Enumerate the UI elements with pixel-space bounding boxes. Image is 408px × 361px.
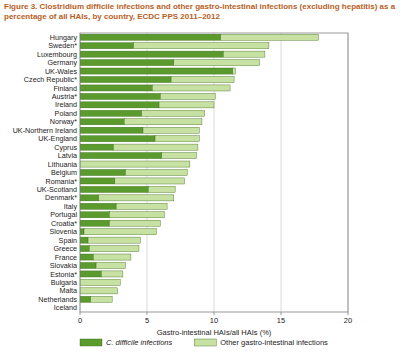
tick-label: 0 xyxy=(78,316,82,325)
bar-segment xyxy=(80,279,120,285)
tick-mark xyxy=(214,312,215,315)
bar-segment xyxy=(80,85,152,91)
bar-segment xyxy=(80,178,115,184)
bar-segment xyxy=(148,186,175,192)
chart-title: Figure 3. Clostridium difficile infectio… xyxy=(4,2,404,22)
axis-label: Gastro-intestinal HAIs/all HAIs (%) xyxy=(157,328,272,337)
bar-segment xyxy=(80,169,126,175)
bar-segment xyxy=(80,60,174,66)
bar-segment xyxy=(80,288,118,294)
legend-swatch xyxy=(80,339,102,346)
tick-label: 15 xyxy=(277,316,285,325)
tick-label: 5 xyxy=(145,316,149,325)
bar-segment xyxy=(80,254,93,260)
bar-segment xyxy=(80,212,109,218)
bar-segment xyxy=(101,271,122,277)
bar-segment xyxy=(80,296,91,302)
bar-segment xyxy=(143,127,199,133)
bar-segment xyxy=(109,220,160,226)
bar-segment xyxy=(160,93,215,99)
bar-segment xyxy=(89,246,139,252)
bar-segment xyxy=(80,102,159,108)
bar-segment xyxy=(80,119,124,125)
bar-segment xyxy=(162,153,197,159)
bar-segment xyxy=(223,51,265,57)
tick-label: 20 xyxy=(344,316,352,325)
bar-segment xyxy=(174,60,260,66)
bar-segment xyxy=(80,220,109,226)
bar-segment xyxy=(80,76,171,82)
legend-swatch xyxy=(194,339,216,346)
legend-label: Other gastro-intestinal infections xyxy=(220,338,328,347)
bar-segment xyxy=(80,144,114,150)
bar-segment xyxy=(80,161,190,167)
bar-segment xyxy=(80,237,88,243)
grid-line xyxy=(214,33,215,312)
tick-mark xyxy=(281,312,282,315)
bar-segment xyxy=(80,34,221,40)
bar-segment xyxy=(114,144,198,150)
legend-label: C. difficile infections xyxy=(106,338,173,347)
bar-segment xyxy=(84,229,156,235)
bar-segment xyxy=(80,43,134,49)
bar-segment xyxy=(80,203,116,209)
bar-segment xyxy=(91,296,112,302)
bar-segment xyxy=(109,212,164,218)
bar-segment xyxy=(171,76,234,82)
category-label: Iceland xyxy=(54,303,77,312)
bar-segment xyxy=(80,68,233,74)
bar-segment xyxy=(80,229,84,235)
bar-segment xyxy=(134,43,269,49)
bar-segment xyxy=(116,203,167,209)
grid-line xyxy=(281,33,282,312)
bar-segment xyxy=(80,262,96,268)
bar-segment xyxy=(159,102,214,108)
bar-segment xyxy=(80,51,223,57)
bar-segment xyxy=(155,136,199,142)
tick-mark xyxy=(80,312,81,315)
bar-segment xyxy=(115,178,185,184)
bars xyxy=(80,34,319,302)
bar-segment xyxy=(99,195,174,201)
tick-label: 10 xyxy=(210,316,218,325)
bar-segment xyxy=(93,254,131,260)
tick-mark xyxy=(147,312,148,315)
bar-segment xyxy=(80,153,162,159)
bar-segment xyxy=(142,110,205,116)
bar-segment xyxy=(80,246,89,252)
plot-frame xyxy=(80,33,348,312)
bar-segment xyxy=(80,93,160,99)
bar-segment xyxy=(80,110,142,116)
chart: HungarySweden*LuxembourgGermanyUK-WalesC… xyxy=(0,0,408,361)
bar-segment xyxy=(80,271,101,277)
bar-segment xyxy=(80,136,155,142)
bar-segment xyxy=(126,169,188,175)
tick-mark xyxy=(348,312,349,315)
bar-segment xyxy=(221,34,319,40)
bar-segment xyxy=(124,119,202,125)
bar-segment xyxy=(96,262,125,268)
bar-segment xyxy=(80,127,143,133)
bar-segment xyxy=(80,186,148,192)
bar-segment xyxy=(233,68,236,74)
bar-segment xyxy=(80,195,99,201)
bar-segment xyxy=(88,237,140,243)
bar-segment xyxy=(152,85,230,91)
